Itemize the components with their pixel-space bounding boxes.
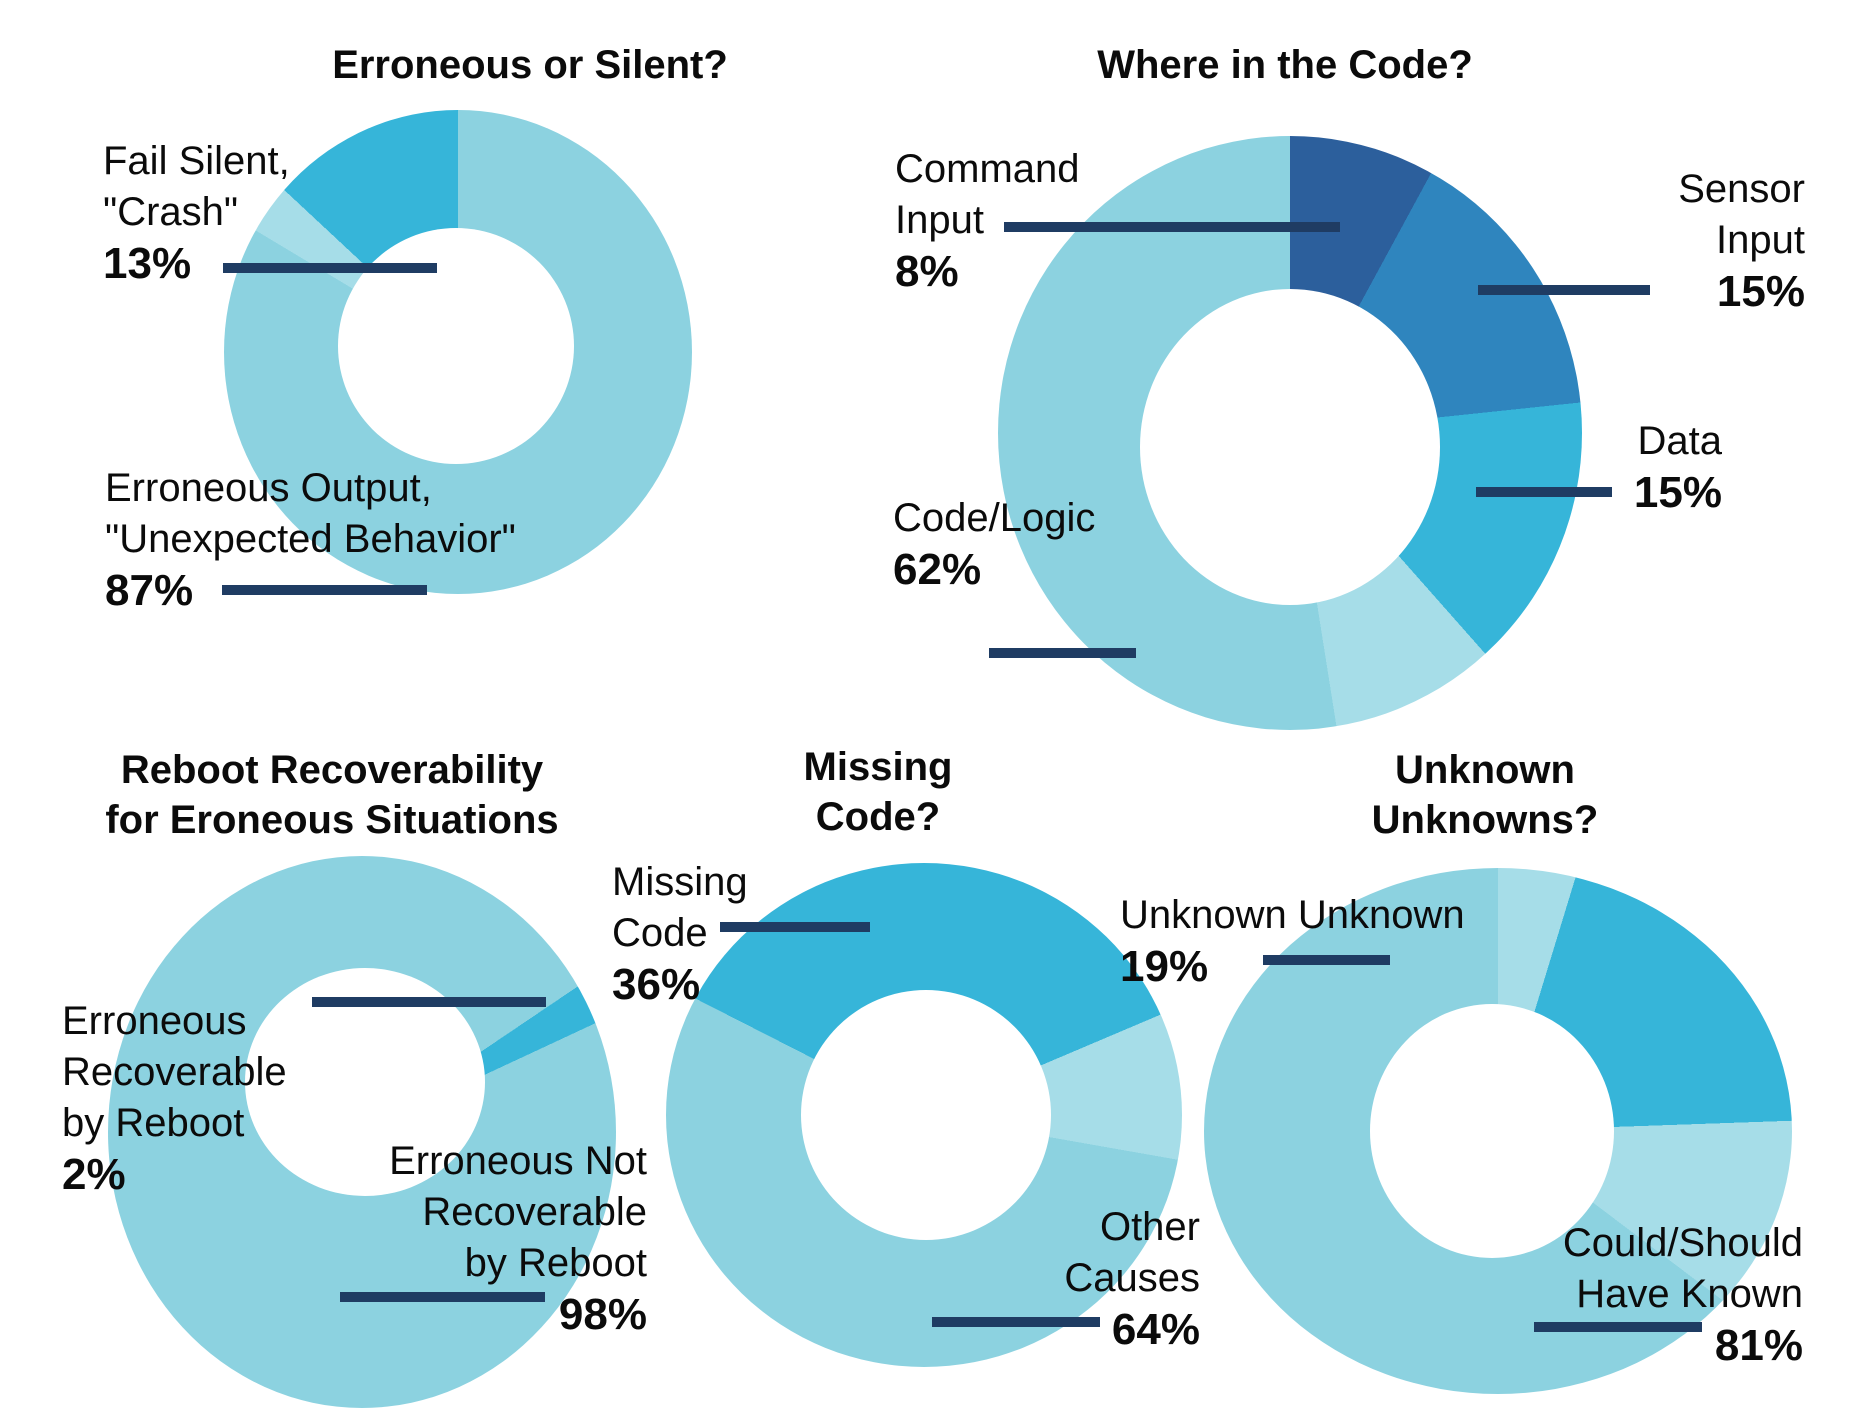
callout-data: Data 15% (1522, 416, 1722, 518)
callout-label-line: Causes (1064, 1256, 1200, 1300)
callout-label-line: Erroneous Output, (105, 466, 432, 510)
callout-label-line: by Reboot (464, 1241, 647, 1285)
callout-label-line: Could/Should (1562, 1221, 1803, 1265)
callout-label-line: Input (895, 198, 984, 242)
chart-title-line: Where in the Code? (1097, 43, 1473, 87)
chart-title: Missing Code? (628, 742, 1128, 842)
leader-line (1534, 1322, 1702, 1332)
callout-could-should-have-known: Could/Should Have Known 81% (1483, 1218, 1803, 1371)
callout-missing-code: Missing Code 36% (612, 857, 872, 1010)
callout-not-recoverable: Erroneous Not Recoverable by Reboot 98% (327, 1136, 647, 1340)
leader-line (223, 263, 437, 273)
donut-hole (1140, 289, 1440, 605)
chart-title-line: Erroneous or Silent? (332, 43, 728, 87)
callout-label-line: Recoverable (62, 1050, 287, 1094)
chart-title: Reboot Recoverability for Eroneous Situa… (82, 745, 582, 845)
leader-line (989, 648, 1136, 658)
callout-recoverable: Erroneous Recoverable by Reboot 2% (62, 996, 382, 1200)
leader-line (340, 1292, 545, 1302)
callout-label-line: Recoverable (422, 1190, 647, 1234)
chart-title-line: Reboot Recoverability (120, 748, 544, 792)
leader-line (312, 997, 546, 1007)
callout-percent: 2% (62, 1150, 126, 1199)
leader-line (932, 1317, 1100, 1327)
chart-title-line: Missing (803, 745, 953, 789)
leader-line (720, 922, 870, 932)
callout-percent: 62% (893, 545, 982, 594)
chart-title: Erroneous or Silent? (230, 40, 830, 90)
leader-line (222, 585, 427, 595)
callout-percent: 8% (895, 247, 959, 296)
callout-sensor-input: Sensor Input 15% (1605, 164, 1805, 317)
chart-title-line: Unknown (1395, 748, 1575, 792)
callout-command-input: Command Input 8% (895, 144, 1195, 297)
callout-percent: 15% (1716, 267, 1805, 316)
callout-label-line: Unknown Unknown (1120, 893, 1465, 937)
leader-line (1263, 955, 1390, 965)
callout-label-line: Erroneous (62, 999, 247, 1043)
leader-line (1004, 222, 1340, 232)
callout-percent: 15% (1633, 468, 1722, 517)
callout-label-line: Fail Silent, (103, 139, 290, 183)
callout-label-line: Other (1099, 1205, 1200, 1249)
callout-label-line: Erroneous Not (389, 1139, 647, 1183)
chart-title-line: for Eroneous Situations (105, 798, 559, 842)
callout-fail-silent: Fail Silent, "Crash" 13% (103, 136, 463, 289)
callout-label-line: by Reboot (62, 1101, 245, 1145)
callout-label-line: "Unexpected Behavior" (105, 517, 516, 561)
callout-unknown-unknown: Unknown Unknown 19% (1120, 890, 1540, 992)
leader-line (1476, 487, 1612, 497)
callout-other-causes: Other Causes 64% (940, 1202, 1200, 1355)
callout-label-line: Code (612, 911, 708, 955)
callout-label-line: "Crash" (103, 190, 239, 234)
callout-label-line: Code/Logic (893, 496, 1096, 540)
callout-code-logic: Code/Logic 62% (893, 493, 1193, 595)
callout-percent: 64% (1111, 1305, 1200, 1354)
chart-title: Unknown Unknowns? (1235, 745, 1735, 845)
callout-percent: 98% (558, 1290, 647, 1339)
chart-title-line: Unknowns? (1371, 798, 1599, 842)
callout-label-line: Input (1716, 218, 1805, 262)
chart-title-line: Code? (815, 795, 941, 839)
callout-percent: 19% (1120, 942, 1209, 991)
callout-percent: 81% (1714, 1321, 1803, 1370)
leader-line (1478, 285, 1650, 295)
callout-label-line: Data (1637, 419, 1723, 463)
callout-percent: 87% (105, 566, 194, 615)
callout-percent: 13% (103, 239, 192, 288)
callout-percent: 36% (612, 960, 701, 1009)
callout-label-line: Sensor (1678, 167, 1805, 211)
donut-hole (1370, 1004, 1614, 1258)
donut-hole (801, 990, 1051, 1240)
chart-title: Where in the Code? (985, 40, 1585, 90)
callout-label-line: Have Known (1576, 1272, 1803, 1316)
callout-label-line: Command (895, 147, 1080, 191)
callout-erroneous-output: Erroneous Output, "Unexpected Behavior" … (105, 463, 545, 616)
callout-label-line: Missing (612, 860, 748, 904)
